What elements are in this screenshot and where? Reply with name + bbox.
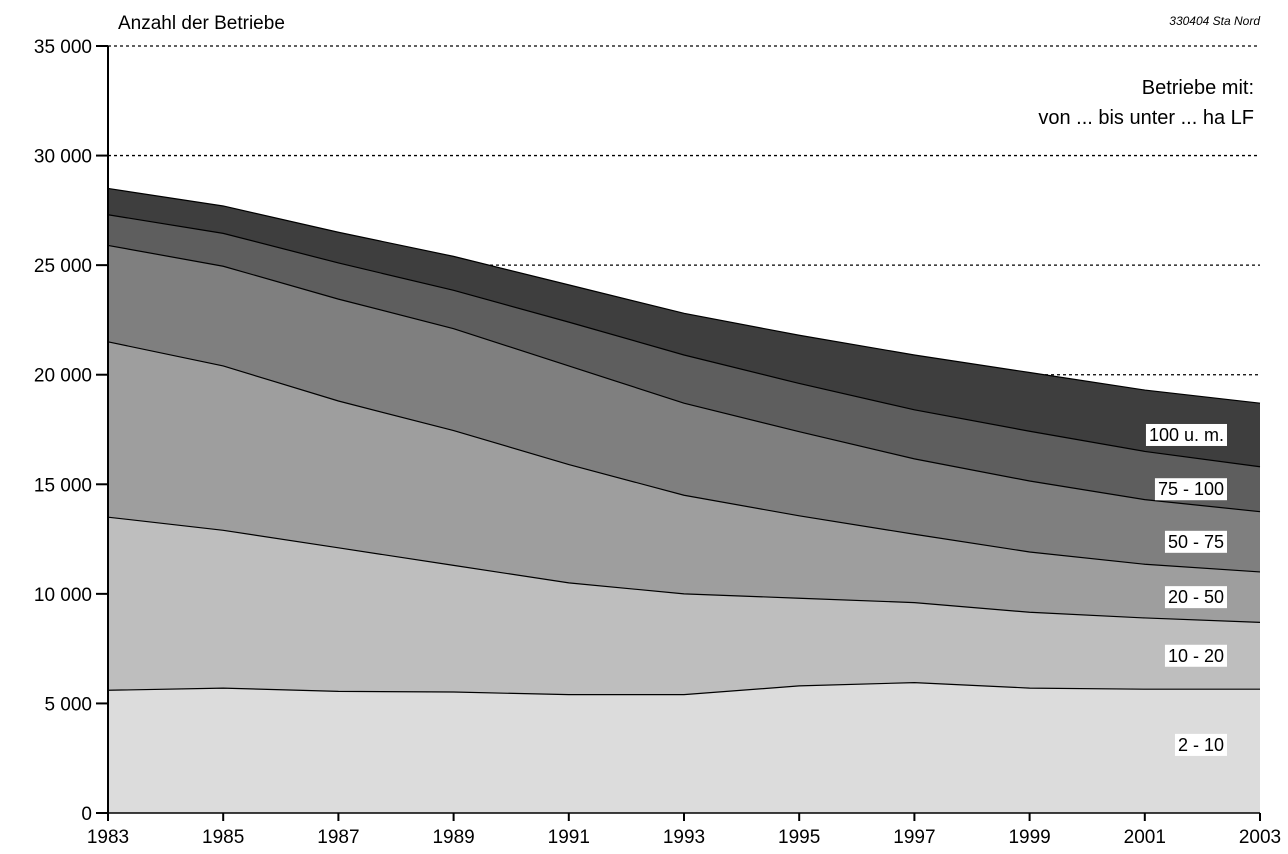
series-label-100-u-m: 100 u. m. (1145, 423, 1227, 446)
y-tick-label: 15 000 (34, 475, 92, 496)
y-axis-label: Anzahl der Betriebe (118, 13, 285, 34)
series-label-background (1164, 530, 1227, 553)
x-tick-label: 1983 (87, 827, 129, 848)
boundary-line-2-10 (107, 682, 1260, 696)
area-2-10 (108, 682, 1260, 813)
series-label-background (1164, 586, 1227, 609)
series-label-background (1154, 478, 1227, 501)
boundary-line-10-20 (107, 516, 1261, 623)
y-tick-label: 10 000 (34, 585, 92, 606)
series-label-text: 100 u. m. (1149, 425, 1224, 445)
series-label-background (1145, 423, 1227, 446)
area-20-50 (108, 341, 1260, 623)
boundary-line-100-u-m (107, 187, 1261, 404)
source-note: 330404 Sta Nord (1169, 14, 1260, 28)
series-label-10-20: 10 - 20 (1164, 644, 1227, 667)
series-label-text: 50 - 75 (1168, 532, 1224, 552)
series-label-background (1164, 644, 1227, 667)
y-tick-label: 5 000 (44, 694, 92, 715)
boundary-line-75-100 (107, 214, 1261, 468)
x-tick-label: 1987 (317, 827, 359, 848)
x-tick-label: 2003 (1239, 827, 1281, 848)
series-label-50-75: 50 - 75 (1164, 530, 1227, 553)
x-tick-label: 2001 (1124, 827, 1166, 848)
series-label-text: 10 - 20 (1168, 646, 1224, 666)
x-tick-label: 1993 (663, 827, 705, 848)
area-75-100 (108, 214, 1260, 512)
y-tick-label: 20 000 (34, 366, 92, 387)
area-10-20 (108, 517, 1260, 695)
series-label-text: 2 - 10 (1178, 735, 1224, 755)
y-tick-label: 0 (81, 804, 92, 825)
y-tick-label: 25 000 (34, 256, 92, 277)
series-label-2-10: 2 - 10 (1174, 733, 1227, 756)
legend-title-line1: Betriebe mit: (1142, 77, 1254, 99)
y-tick-label: 35 000 (34, 37, 92, 58)
x-tick-label: 1995 (778, 827, 820, 848)
boundary-line-20-50 (107, 341, 1261, 573)
boundary-line-layer (107, 187, 1261, 696)
legend-title-line2: von ... bis unter ... ha LF (1038, 107, 1254, 129)
y-tick-layer: 0 5 000 10 000 15 000 20 000 25 000 30 000 35 0… (34, 37, 108, 825)
area-50-75 (108, 245, 1260, 572)
x-tick-label: 1989 (432, 827, 474, 848)
x-tick-label: 1999 (1008, 827, 1050, 848)
y-tick-label: 30 000 (34, 147, 92, 168)
series-label-20-50: 20 - 50 (1164, 586, 1227, 609)
series-label-75-100: 75 - 100 (1154, 478, 1227, 501)
x-tick-label: 1991 (548, 827, 590, 848)
x-tick-layer: 1983 1985 1987 1989 1991 1993 1995 1997 1999 2001… (87, 813, 1281, 848)
series-label-background (1174, 733, 1227, 756)
gridline-layer (108, 45, 1260, 376)
x-tick-label: 1985 (202, 827, 244, 848)
x-tick-label: 1997 (893, 827, 935, 848)
series-label-layer: 2 - 10 10 - 20 20 - 50 50 - 75 75 - 100 100 u… (1145, 423, 1227, 756)
series-label-text: 20 - 50 (1168, 587, 1224, 607)
area-100-u-m (108, 188, 1260, 467)
area-layer (108, 188, 1260, 813)
boundary-line-50-75 (107, 244, 1261, 513)
series-label-text: 75 - 100 (1158, 479, 1224, 499)
